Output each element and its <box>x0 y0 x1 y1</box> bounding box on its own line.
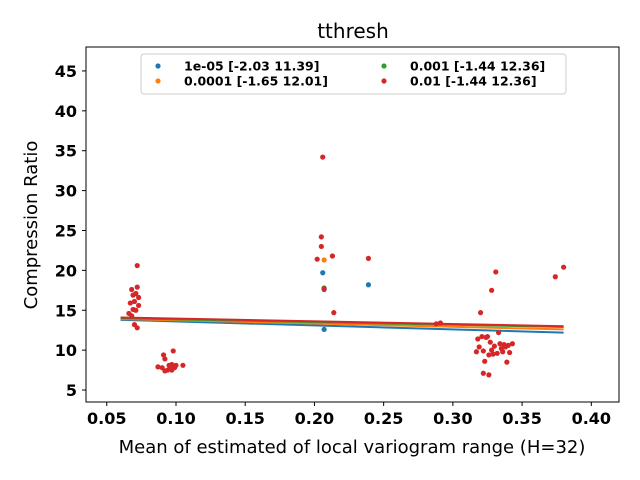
data-point-series-3 <box>180 362 186 368</box>
data-point-series-3 <box>477 310 484 316</box>
y-axis-label: Compression Ratio <box>21 141 42 310</box>
y-tick-label: 5 <box>66 381 77 400</box>
legend-label: 0.001 [-1.44 12.36] <box>410 59 545 74</box>
data-point-series-3 <box>318 234 324 240</box>
data-point-series-3 <box>475 336 481 342</box>
x-tick-label: 0.10 <box>156 409 195 428</box>
data-point-series-3 <box>487 339 493 345</box>
data-point-series-3 <box>491 343 498 349</box>
data-point-series-3 <box>173 362 179 368</box>
legend-marker <box>155 63 161 69</box>
data-point-series-3 <box>484 333 491 340</box>
y-tick-label: 10 <box>55 341 77 360</box>
data-point-series-3 <box>486 372 492 378</box>
data-point-series-3 <box>480 348 486 354</box>
data-point-series-3 <box>482 358 488 364</box>
data-point-series-3 <box>437 320 444 326</box>
data-point-series-3 <box>331 310 337 316</box>
y-axis: 5 10 15 20 25 30 35 40 45 <box>55 62 86 400</box>
fit-line-1 <box>120 318 564 331</box>
data-point-series-3 <box>509 341 515 347</box>
data-point-series-3 <box>561 264 567 270</box>
x-axis: 0.05 0.10 0.15 0.20 0.25 0.30 0.35 0.40 <box>87 402 611 428</box>
data-point-series-0 <box>365 282 372 288</box>
data-point-series-0 <box>320 270 326 276</box>
data-point-series-3 <box>155 364 161 370</box>
y-tick-label: 25 <box>55 221 77 240</box>
data-point-series-3 <box>127 300 133 306</box>
chart-title: tthresh <box>317 19 389 43</box>
data-point-series-3 <box>129 313 135 319</box>
data-point-series-3 <box>134 325 140 331</box>
data-point-series-3 <box>365 255 372 262</box>
data-point-series-3 <box>500 349 506 355</box>
data-point-series-3 <box>479 333 485 340</box>
plot-frame <box>85 46 620 403</box>
data-point-series-3 <box>133 307 139 313</box>
legend-label: 0.01 [-1.44 12.36] <box>410 74 537 89</box>
data-point-series-3 <box>476 344 482 350</box>
x-tick-label: 0.35 <box>502 409 541 428</box>
data-point-series-3 <box>131 298 138 305</box>
data-point-series-3 <box>473 349 480 355</box>
y-tick-label: 40 <box>55 102 77 121</box>
legend-label: 0.0001 [-1.65 12.01] <box>184 74 328 89</box>
data-point-series-3 <box>136 302 142 309</box>
x-tick-label: 0.15 <box>225 409 264 428</box>
y-tick-label: 20 <box>55 261 77 280</box>
legend-marker <box>381 78 387 84</box>
fit-lines <box>120 316 564 334</box>
data-point-series-3 <box>490 351 496 357</box>
y-tick-label: 30 <box>55 182 77 201</box>
y-tick-label: 35 <box>55 142 77 161</box>
data-point-series-3 <box>133 290 139 297</box>
data-point-series-3 <box>552 274 558 280</box>
data-point-series-3 <box>162 356 168 362</box>
legend: 1e-05 [-2.03 11.39]0.0001 [-1.65 12.01] 0… <box>140 53 567 95</box>
data-point-series-1 <box>321 257 327 263</box>
data-point-series-3 <box>480 370 486 376</box>
data-point-series-3 <box>507 349 513 356</box>
data-point-series-3 <box>129 286 135 293</box>
data-point-series-3 <box>505 342 511 348</box>
data-point-series-3 <box>495 329 502 336</box>
data-point-series-3 <box>318 243 324 250</box>
data-point-series-3 <box>314 256 320 262</box>
data-point-series-3 <box>170 348 176 354</box>
legend-marker <box>155 78 161 84</box>
data-point-series-3 <box>433 321 439 327</box>
data-point-series-0 <box>321 326 327 333</box>
data-point-series-3 <box>320 154 326 160</box>
data-point-series-3 <box>136 294 142 301</box>
fit-line-0 <box>120 318 564 334</box>
x-tick-label: 0.25 <box>364 409 403 428</box>
x-tick-label: 0.20 <box>295 409 334 428</box>
data-point-series-3 <box>489 347 495 353</box>
data-point-series-3 <box>329 253 336 259</box>
data-points <box>126 154 567 378</box>
x-tick-label: 0.30 <box>433 409 472 428</box>
data-point-series-3 <box>489 287 495 293</box>
data-point-series-3 <box>134 284 140 290</box>
data-point-series-3 <box>321 286 327 292</box>
fit-line-3 <box>120 316 564 328</box>
legend-marker <box>381 63 387 69</box>
data-point-series-3 <box>160 352 167 358</box>
x-tick-label: 0.05 <box>87 409 126 428</box>
data-point-series-3 <box>493 269 499 275</box>
x-tick-label: 0.40 <box>572 409 611 428</box>
x-axis-label: Mean of estimated of local variogram ran… <box>119 437 586 458</box>
y-tick-label: 45 <box>55 62 77 81</box>
legend-label: 1e-05 [-2.03 11.39] <box>184 59 319 74</box>
data-point-series-3 <box>494 350 500 356</box>
legend-box <box>140 53 567 95</box>
data-point-series-3 <box>504 359 510 365</box>
data-point-series-3 <box>134 262 140 269</box>
y-tick-label: 15 <box>55 301 77 320</box>
data-point-series-3 <box>497 341 503 347</box>
data-point-series-3 <box>486 352 492 358</box>
